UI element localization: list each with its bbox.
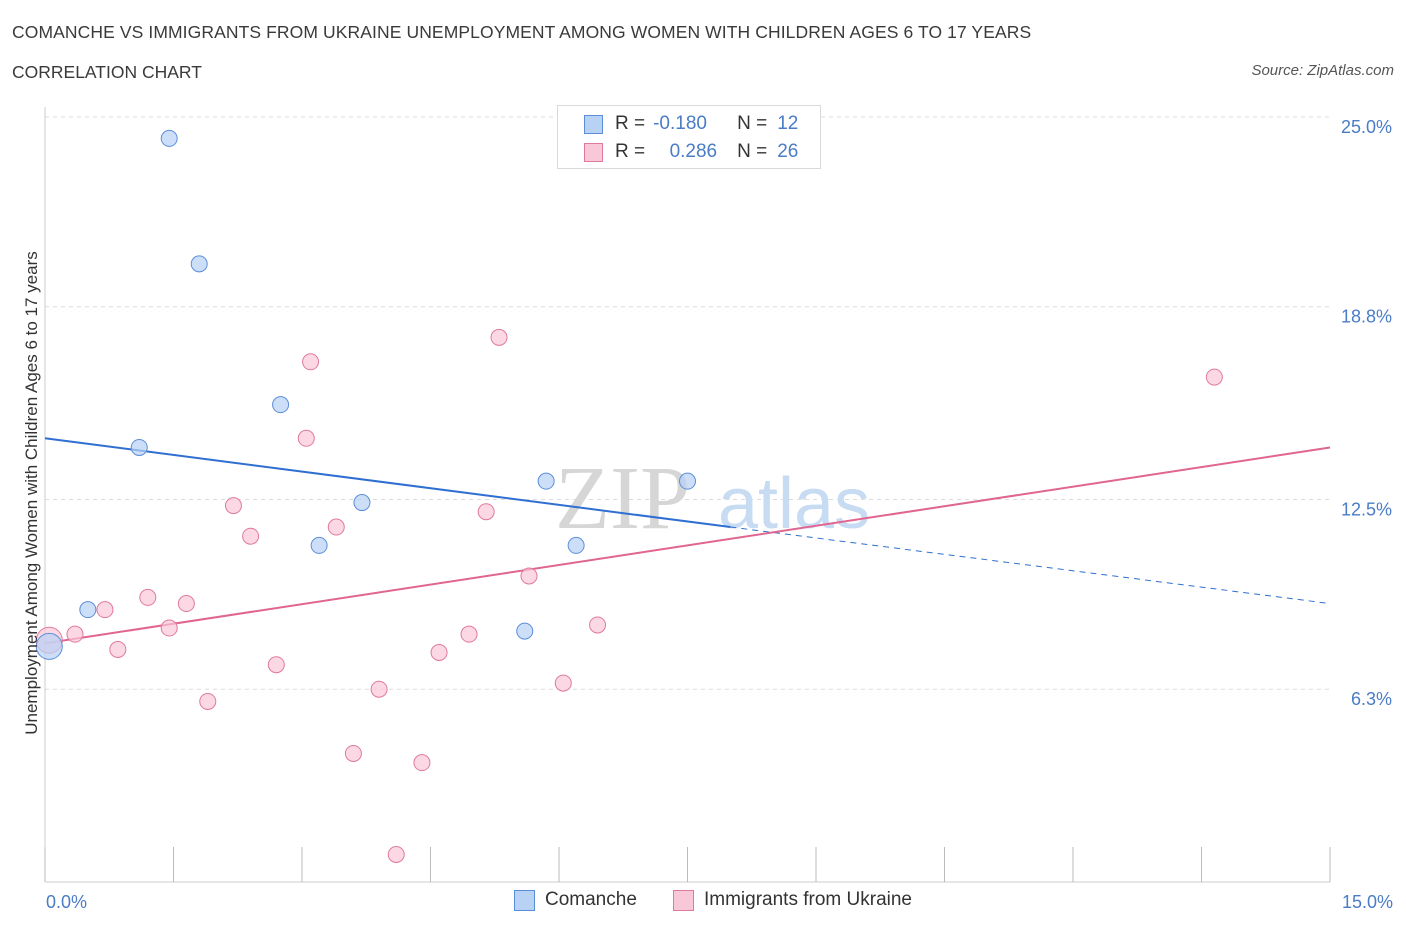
legend-n-value: 26	[777, 141, 799, 162]
ukraine-point	[242, 527, 260, 545]
comanche-point	[35, 632, 63, 660]
ukraine-point	[109, 640, 127, 658]
ukraine-point	[430, 644, 448, 661]
legend-row-ukraine: R = 0.286 N = 26	[584, 139, 798, 165]
y-tick-label: 25.0%	[1341, 117, 1392, 137]
comanche-trend-line	[44, 437, 731, 529]
comanche-point	[310, 536, 328, 554]
comanche-legend-swatch	[514, 889, 535, 911]
legend-n-value: 12	[777, 113, 799, 134]
legend-r-value: -0.180	[653, 113, 707, 134]
ukraine-point	[66, 625, 84, 643]
ukraine-point	[520, 567, 538, 585]
watermark-atlas: atlas	[718, 464, 870, 544]
correlation-legend: R = -0.180 N = 12 R = 0.286 N = 26	[557, 105, 821, 169]
ukraine-trend-line	[44, 446, 1331, 645]
ukraine-legend-swatch	[673, 889, 694, 911]
legend-r-label: R =	[615, 113, 646, 134]
points-layer	[35, 129, 1223, 863]
ukraine-point	[267, 656, 285, 674]
y-tick-label: 12.5%	[1341, 500, 1392, 520]
chart-subtitle: CORRELATION CHART	[12, 62, 202, 82]
comanche-point	[679, 472, 696, 490]
series-legend: Comanche Immigrants from Ukraine	[0, 889, 1406, 915]
ukraine-point	[477, 503, 495, 521]
legend-r-label: R =	[615, 141, 646, 162]
trend-layer	[44, 437, 1331, 645]
ukraine-point	[96, 601, 114, 619]
comanche-point	[567, 536, 585, 554]
ukraine-point	[413, 754, 431, 772]
watermark-zip: ZIP	[555, 449, 690, 548]
axis-layer	[44, 107, 1331, 883]
ukraine-point	[177, 595, 195, 613]
ukraine-swatch	[584, 142, 603, 162]
comanche-trend-extension	[730, 526, 1331, 605]
ukraine-point	[327, 518, 345, 536]
ukraine-point	[344, 744, 362, 762]
ukraine-point	[302, 353, 320, 371]
comanche-point	[516, 622, 534, 640]
legend-n-label: N =	[737, 113, 768, 134]
ukraine-point	[589, 616, 607, 634]
label-layer: 6.3% 12.5% 18.8% 25.0% 0.0% 15.0%	[46, 117, 1393, 912]
comanche-point	[79, 601, 97, 619]
y-tick-label: 18.8%	[1341, 307, 1392, 327]
x-tick-label: 15.0%	[1342, 892, 1393, 912]
legend-row-comanche: R = -0.180 N = 12	[584, 111, 798, 137]
y-tick-label: 6.3%	[1351, 689, 1392, 709]
ukraine-point	[297, 429, 315, 447]
ukraine-point	[1205, 368, 1223, 386]
ukraine-point	[370, 680, 388, 698]
ukraine-point	[139, 588, 157, 606]
comanche-point	[537, 472, 555, 490]
source-credit: Source: ZipAtlas.com	[1251, 62, 1394, 79]
comanche-point	[160, 129, 178, 147]
comanche-point	[353, 494, 371, 512]
ukraine-point	[490, 328, 508, 346]
ukraine-point	[224, 497, 242, 515]
ukraine-point	[160, 619, 178, 637]
watermark: ZIP atlas	[555, 449, 870, 548]
x-tick-label: 0.0%	[46, 892, 87, 912]
comanche-point	[272, 396, 290, 414]
legend-item-ukraine[interactable]: Immigrants from Ukraine	[673, 889, 912, 911]
comanche-legend-label: Comanche	[545, 889, 637, 910]
legend-item-comanche[interactable]: Comanche	[514, 889, 637, 911]
ukraine-legend-label: Immigrants from Ukraine	[704, 889, 912, 910]
ukraine-point	[387, 845, 405, 863]
chart-title: COMANCHE VS IMMIGRANTS FROM UKRAINE UNEM…	[12, 22, 1032, 42]
comanche-swatch	[584, 114, 603, 134]
ukraine-point	[554, 674, 572, 692]
ukraine-point	[199, 692, 217, 710]
ukraine-point	[460, 625, 478, 643]
grid-layer	[45, 116, 1330, 690]
legend-n-label: N =	[737, 141, 768, 162]
legend-r-value: 0.286	[669, 141, 718, 162]
comanche-point	[130, 438, 148, 456]
comanche-point	[190, 255, 208, 273]
y-axis-label: Unemployment Among Women with Children A…	[22, 251, 41, 735]
